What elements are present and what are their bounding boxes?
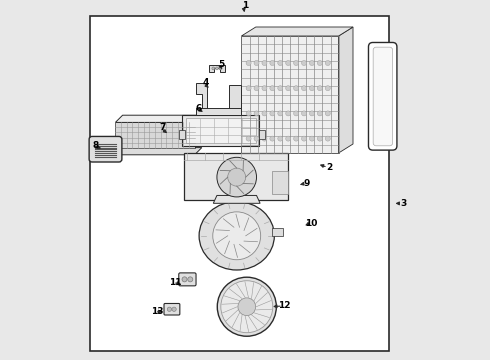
Circle shape xyxy=(254,86,259,91)
Text: 11: 11 xyxy=(169,278,181,287)
Circle shape xyxy=(216,67,219,70)
Circle shape xyxy=(310,136,315,141)
Circle shape xyxy=(246,111,251,116)
Circle shape xyxy=(172,307,176,311)
Polygon shape xyxy=(196,83,207,112)
Circle shape xyxy=(278,86,283,91)
Polygon shape xyxy=(196,108,242,115)
Circle shape xyxy=(262,111,267,116)
Circle shape xyxy=(167,307,171,311)
Bar xyxy=(90,16,389,351)
Circle shape xyxy=(301,136,307,141)
Polygon shape xyxy=(242,27,353,36)
Circle shape xyxy=(254,136,259,141)
FancyBboxPatch shape xyxy=(164,303,180,315)
Circle shape xyxy=(228,168,245,186)
Circle shape xyxy=(278,136,283,141)
Text: 12: 12 xyxy=(278,302,291,310)
Circle shape xyxy=(318,86,322,91)
Bar xyxy=(242,36,339,153)
Circle shape xyxy=(286,86,291,91)
Circle shape xyxy=(294,86,298,91)
Text: 1: 1 xyxy=(242,1,248,10)
Bar xyxy=(182,115,259,146)
FancyBboxPatch shape xyxy=(89,136,122,162)
Circle shape xyxy=(246,60,251,66)
Ellipse shape xyxy=(199,202,274,270)
Circle shape xyxy=(270,86,275,91)
Text: 2: 2 xyxy=(326,163,333,172)
Circle shape xyxy=(301,86,307,91)
FancyBboxPatch shape xyxy=(179,273,196,286)
Polygon shape xyxy=(229,85,242,112)
Text: 7: 7 xyxy=(159,123,166,132)
Circle shape xyxy=(270,111,275,116)
Circle shape xyxy=(217,157,257,197)
Text: 5: 5 xyxy=(219,60,225,69)
FancyBboxPatch shape xyxy=(368,42,397,150)
Circle shape xyxy=(294,60,298,66)
Bar xyxy=(272,228,283,236)
Circle shape xyxy=(325,60,330,66)
Bar xyxy=(272,171,288,194)
Text: 3: 3 xyxy=(400,199,407,208)
Circle shape xyxy=(238,298,256,316)
Circle shape xyxy=(246,86,251,91)
FancyBboxPatch shape xyxy=(373,47,392,146)
Circle shape xyxy=(310,86,315,91)
Circle shape xyxy=(286,60,291,66)
Polygon shape xyxy=(339,27,353,153)
Circle shape xyxy=(286,136,291,141)
Circle shape xyxy=(217,277,276,336)
Polygon shape xyxy=(116,122,195,148)
Circle shape xyxy=(301,111,307,116)
Circle shape xyxy=(262,136,267,141)
Circle shape xyxy=(310,111,315,116)
Circle shape xyxy=(221,281,273,333)
Circle shape xyxy=(213,212,261,260)
Circle shape xyxy=(219,67,222,70)
Bar xyxy=(259,130,265,139)
Circle shape xyxy=(325,86,330,91)
Circle shape xyxy=(310,60,315,66)
Text: 10: 10 xyxy=(305,219,318,228)
Polygon shape xyxy=(209,65,225,72)
Circle shape xyxy=(301,60,307,66)
Circle shape xyxy=(325,136,330,141)
Text: 6: 6 xyxy=(195,104,201,112)
Circle shape xyxy=(294,136,298,141)
Polygon shape xyxy=(116,115,202,122)
Bar xyxy=(186,118,256,143)
Bar xyxy=(184,153,288,200)
Circle shape xyxy=(278,111,283,116)
Text: 13: 13 xyxy=(150,307,163,316)
Circle shape xyxy=(246,136,251,141)
Circle shape xyxy=(212,67,215,70)
Text: 4: 4 xyxy=(202,78,209,87)
Bar xyxy=(179,130,185,139)
Circle shape xyxy=(294,111,298,116)
Circle shape xyxy=(262,60,267,66)
Polygon shape xyxy=(116,148,202,155)
Circle shape xyxy=(270,60,275,66)
Circle shape xyxy=(188,277,193,282)
Circle shape xyxy=(262,86,267,91)
Circle shape xyxy=(318,60,322,66)
Circle shape xyxy=(278,60,283,66)
Circle shape xyxy=(318,111,322,116)
Circle shape xyxy=(286,111,291,116)
Polygon shape xyxy=(213,195,260,203)
Circle shape xyxy=(254,60,259,66)
Text: 9: 9 xyxy=(303,179,309,188)
Circle shape xyxy=(270,136,275,141)
Circle shape xyxy=(325,111,330,116)
Circle shape xyxy=(182,277,187,282)
Circle shape xyxy=(254,111,259,116)
Circle shape xyxy=(318,136,322,141)
Text: 8: 8 xyxy=(93,141,98,150)
